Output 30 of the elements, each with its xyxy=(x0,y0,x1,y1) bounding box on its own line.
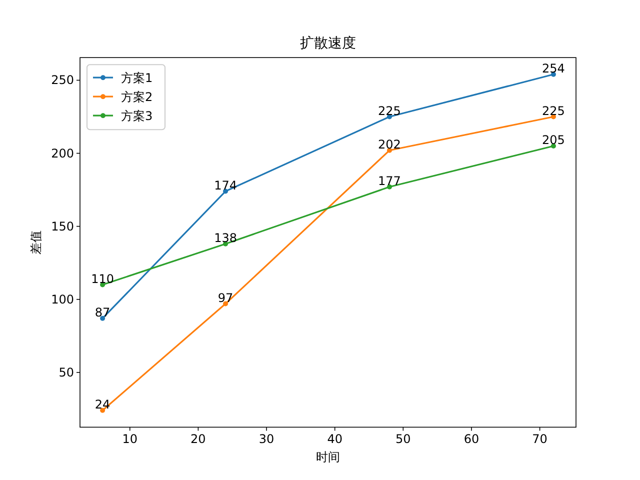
x-axis-title: 时间 xyxy=(316,450,340,464)
data-label: 97 xyxy=(218,290,234,305)
data-label: 24 xyxy=(94,397,110,412)
legend-label: 方案1 xyxy=(121,71,153,86)
data-label: 205 xyxy=(542,132,565,147)
y-tick-label: 200 xyxy=(51,146,74,160)
x-tick-label: 30 xyxy=(258,432,274,446)
x-tick-label: 10 xyxy=(122,432,138,446)
y-tick-label: 250 xyxy=(51,73,74,88)
data-label: 110 xyxy=(91,272,114,286)
x-tick-label: 50 xyxy=(396,432,411,446)
data-label: 254 xyxy=(542,61,565,76)
y-tick-label: 150 xyxy=(51,219,74,234)
data-label: 225 xyxy=(542,104,565,118)
legend-label: 方案2 xyxy=(121,90,153,104)
data-label: 87 xyxy=(94,305,110,320)
y-tick-label: 50 xyxy=(58,365,74,380)
legend-label: 方案3 xyxy=(121,109,153,124)
x-tick-label: 70 xyxy=(532,432,548,446)
chart-title: 扩散速度 xyxy=(300,36,356,52)
data-label: 202 xyxy=(378,137,401,152)
x-tick-label: 40 xyxy=(327,432,342,446)
y-axis-title: 差值 xyxy=(29,230,43,254)
y-tick-label: 100 xyxy=(51,292,74,306)
data-label: 174 xyxy=(214,178,237,192)
data-label: 138 xyxy=(214,230,237,245)
data-label: 177 xyxy=(378,174,401,188)
data-label: 225 xyxy=(378,104,401,118)
x-tick-label: 20 xyxy=(190,432,206,446)
x-tick-label: 60 xyxy=(464,432,480,446)
